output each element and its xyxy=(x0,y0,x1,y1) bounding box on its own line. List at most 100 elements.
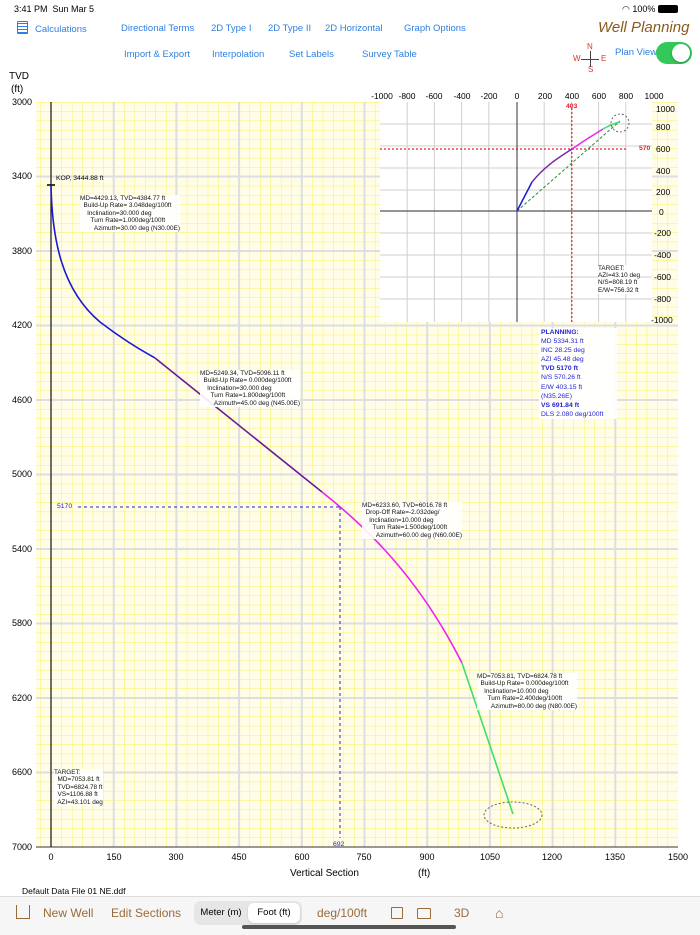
y-tick: 5400 xyxy=(11,544,32,554)
compass-icon: N W E S xyxy=(573,42,607,74)
mail-icon[interactable] xyxy=(417,908,431,919)
planning-ew: E/W 403.15 ft xyxy=(541,383,583,391)
planning-tvd: TVD 5170 ft xyxy=(541,365,579,373)
unit-segmented-control: Meter (m) Foot (ft) xyxy=(194,901,302,925)
section-note-final: MD=7053.81, TVD=6824.78 ft Build-Up Rate… xyxy=(477,673,577,711)
nav-import-export[interactable]: Import & Export xyxy=(124,49,190,60)
nav-2d-type-1[interactable]: 2D Type I xyxy=(211,23,252,34)
svg-text:1000: 1000 xyxy=(645,91,664,101)
bottom-toolbar: New Well Edit Sections Meter (m) Foot (f… xyxy=(0,896,700,935)
x-tick: 150 xyxy=(106,852,122,862)
y-tick: 3400 xyxy=(11,171,32,181)
svg-text:-600: -600 xyxy=(425,91,442,101)
data-file-name: Default Data File 01 NE.ddf xyxy=(22,886,126,896)
x-tick: 600 xyxy=(294,852,310,862)
kop-label: KOP, 3444.88 ft xyxy=(56,175,104,182)
svg-text:-400: -400 xyxy=(453,91,470,101)
edit-sections-button[interactable]: Edit Sections xyxy=(111,906,182,920)
print-icon[interactable] xyxy=(391,907,403,919)
svg-text:-800: -800 xyxy=(398,91,415,101)
svg-text:600: 600 xyxy=(592,91,606,101)
planning-vs: VS 691.84 ft xyxy=(541,401,580,409)
wifi-icon: ◠ xyxy=(622,4,630,14)
plan-target-note: TARGET: AZI=43.10 deg N/S=808.19 ft E/W=… xyxy=(598,265,641,294)
ew-marker-label: 403 xyxy=(566,103,578,110)
planning-md: MD 5334.31 ft xyxy=(541,338,584,346)
x-tick: 1050 xyxy=(479,852,501,862)
y-tick: 4600 xyxy=(11,395,32,405)
x-tick: 1500 xyxy=(667,852,689,862)
calculations-button[interactable]: Calculations xyxy=(17,21,87,35)
target-note: TARGET: MD=7053.81 ft TVD=6824.78 ft VS=… xyxy=(54,769,103,807)
app-title: Well Planning xyxy=(598,19,690,36)
section-note-drop: MD=6233.60, TVD=6016.78 ft Drop-Off Rate… xyxy=(362,502,462,540)
home-icon[interactable]: ⌂ xyxy=(495,905,504,921)
svg-text:0: 0 xyxy=(659,207,664,217)
status-time: 3:41 PM Sun Mar 5 xyxy=(14,4,95,14)
new-well-icon[interactable] xyxy=(16,905,30,919)
svg-text:-400: -400 xyxy=(654,250,671,260)
y-tick: 3800 xyxy=(11,246,32,256)
planning-direction: (N35.26E) xyxy=(541,392,572,400)
toggle-knob xyxy=(672,44,690,62)
x-tick: 300 xyxy=(168,852,184,862)
new-well-button[interactable]: New Well xyxy=(43,906,94,920)
svg-text:800: 800 xyxy=(619,91,633,101)
3d-view-button[interactable]: 3D xyxy=(454,906,470,920)
y-tick: 5800 xyxy=(11,618,32,628)
svg-text:800: 800 xyxy=(656,122,670,132)
svg-text:-600: -600 xyxy=(654,272,671,282)
battery-percentage: 100% xyxy=(632,4,656,14)
svg-text:200: 200 xyxy=(538,91,552,101)
planning-azi: AZI 45.48 deg xyxy=(541,356,584,364)
nav-graph-options[interactable]: Graph Options xyxy=(404,23,466,34)
planning-info-box: PLANNING: MD 5334.31 ft INC 28.25 deg AZ… xyxy=(539,328,617,419)
tvd-marker-label: 5170 xyxy=(57,503,73,510)
calculator-icon xyxy=(17,21,28,34)
vs-marker-label: 692 xyxy=(333,841,345,848)
foot-unit-option[interactable]: Foot (ft) xyxy=(248,903,300,923)
nav-directional-terms[interactable]: Directional Terms xyxy=(121,23,195,34)
battery-icon xyxy=(657,5,678,13)
x-tick: 750 xyxy=(356,852,372,862)
svg-text:0: 0 xyxy=(515,91,520,101)
svg-text:-1000: -1000 xyxy=(371,91,393,101)
svg-text:200: 200 xyxy=(656,187,670,197)
meter-unit-option[interactable]: Meter (m) xyxy=(200,907,242,918)
planning-title: PLANNING: xyxy=(541,329,579,336)
home-indicator xyxy=(242,925,456,929)
svg-text:-1000: -1000 xyxy=(651,315,673,325)
nav-interpolation[interactable]: Interpolation xyxy=(212,49,265,60)
y-tick: 4200 xyxy=(11,320,32,330)
nav-2d-type-2[interactable]: 2D Type II xyxy=(268,23,312,34)
x-tick: 1200 xyxy=(541,852,563,862)
nav-survey-table[interactable]: Survey Table xyxy=(362,49,417,60)
dls-unit-button[interactable]: deg/100ft xyxy=(317,906,368,920)
plan-view-chart[interactable]: -1000 -800 -600 -400 -200 0 200 400 600 800 100… xyxy=(370,88,700,328)
svg-text:-200: -200 xyxy=(654,228,671,238)
x-tick: 0 xyxy=(48,852,54,862)
nav-set-labels[interactable]: Set Labels xyxy=(289,49,334,60)
y-tick: 3000 xyxy=(11,97,32,107)
x-tick: 900 xyxy=(419,852,435,862)
y-tick: 7000 xyxy=(11,842,32,852)
svg-text:-200: -200 xyxy=(480,91,497,101)
svg-text:1000: 1000 xyxy=(656,104,675,114)
ns-marker-label: 570 xyxy=(639,145,651,152)
nav-2d-horizontal[interactable]: 2D Horizontal xyxy=(325,23,383,34)
y-tick: 6600 xyxy=(11,767,32,777)
section-note-hold: MD=5249.34, TVD=5096.11 ft Build-Up Rate… xyxy=(200,370,300,408)
y-axis-unit: (ft) xyxy=(11,84,24,95)
y-tick: 6200 xyxy=(11,693,32,703)
x-tick: 1350 xyxy=(604,852,626,862)
svg-text:400: 400 xyxy=(656,166,670,176)
x-axis-unit: (ft) xyxy=(418,868,431,879)
plan-view-toggle[interactable] xyxy=(656,42,692,64)
status-right: ◠ 100% xyxy=(622,4,678,15)
svg-text:400: 400 xyxy=(565,91,579,101)
x-tick: 450 xyxy=(231,852,247,862)
y-axis-title: TVD xyxy=(9,71,29,82)
svg-text:-800: -800 xyxy=(654,294,671,304)
planning-inc: INC 28.25 deg xyxy=(541,347,585,355)
plan-view-label: Plan View xyxy=(615,47,658,58)
